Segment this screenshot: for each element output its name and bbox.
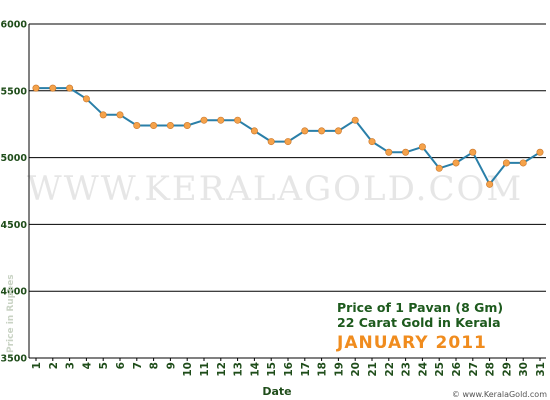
x-tick-label: 17 (300, 362, 312, 377)
data-point (385, 148, 393, 156)
y-tick-label: 13500 (0, 354, 27, 365)
x-tick-label: 14 (249, 362, 261, 377)
y-tick-label: 15500 (0, 86, 27, 97)
x-tick-label: 30 (518, 362, 530, 377)
y-axis-ticks: 13500 14000 14500 15000 15500 16000 (0, 20, 27, 365)
x-tick-label: 24 (417, 362, 429, 377)
x-tick-label: 8 (149, 362, 161, 369)
x-tick-label: 22 (384, 362, 396, 377)
x-tick-label: 21 (367, 362, 379, 377)
x-tick-label: 3 (65, 362, 77, 369)
data-point (200, 116, 208, 124)
data-point (234, 116, 242, 124)
data-point (519, 159, 527, 167)
x-tick-label: 5 (98, 362, 110, 369)
data-point (368, 138, 376, 146)
data-point (334, 127, 342, 135)
data-point (99, 111, 107, 119)
x-tick-label: 9 (165, 362, 177, 369)
data-point (250, 127, 258, 135)
x-tick-label: 28 (485, 362, 497, 377)
data-point (502, 159, 510, 167)
x-tick-label: 27 (468, 362, 480, 377)
y-tick-label: 14000 (0, 287, 27, 298)
data-point (301, 127, 309, 135)
data-point (536, 148, 544, 156)
data-point (284, 138, 292, 146)
data-point (217, 116, 225, 124)
y-tick-label: 16000 (0, 20, 27, 31)
x-axis-label: Date (262, 385, 291, 398)
data-point (66, 84, 74, 92)
copyright-text: © www.KeralaGold.com (452, 390, 547, 399)
data-point (166, 122, 174, 130)
x-axis-ticks: 1 2 3 4 5 6 7 8 9 10 11 12 13 14 15 16 17 18 19 20 21 22 23 24 2… (31, 358, 547, 377)
x-tick-label: 12 (216, 362, 228, 377)
price-series (32, 84, 544, 188)
x-tick-label: 18 (317, 362, 329, 377)
x-tick-label: 26 (451, 362, 463, 377)
x-tick-label: 13 (233, 362, 245, 377)
annotation-period: JANUARY 2011 (336, 333, 487, 353)
watermark-text: WWW.KERALAGOLD.COM (27, 169, 523, 209)
data-point (351, 116, 359, 124)
data-point (318, 127, 326, 135)
y-tick-label: 14500 (0, 220, 27, 231)
x-tick-label: 1 (31, 362, 43, 369)
y-tick-label: 15000 (0, 153, 27, 164)
y-axis-label: Price in Rupees (6, 274, 16, 353)
data-point (116, 111, 124, 119)
annotation-line-1: Price of 1 Pavan (8 Gm) (337, 300, 503, 315)
data-point (82, 95, 90, 103)
data-point (133, 122, 141, 130)
data-point (486, 180, 494, 188)
x-tick-label: 23 (401, 362, 413, 377)
annotation-line-2: 22 Carat Gold in Kerala (337, 315, 501, 330)
x-tick-label: 29 (501, 362, 513, 377)
data-point (418, 143, 426, 151)
x-tick-label: 6 (115, 362, 127, 369)
x-tick-label: 20 (350, 362, 362, 377)
x-tick-label: 11 (199, 362, 211, 377)
data-point (49, 84, 57, 92)
data-point (150, 122, 158, 130)
data-point (435, 164, 443, 172)
x-tick-label: 10 (182, 362, 194, 377)
data-point (183, 122, 191, 130)
x-tick-label: 2 (48, 362, 60, 369)
data-point (469, 148, 477, 156)
x-tick-label: 16 (283, 362, 295, 377)
data-point (32, 84, 40, 92)
x-tick-label: 31 (535, 362, 547, 377)
grid-lines (29, 23, 546, 292)
data-point (402, 148, 410, 156)
x-tick-label: 4 (81, 362, 93, 369)
x-tick-label: 15 (266, 362, 278, 377)
data-point (452, 159, 460, 167)
x-tick-label: 25 (434, 362, 446, 377)
x-tick-label: 19 (333, 362, 345, 377)
x-tick-label: 7 (132, 362, 144, 369)
data-point (267, 138, 275, 146)
